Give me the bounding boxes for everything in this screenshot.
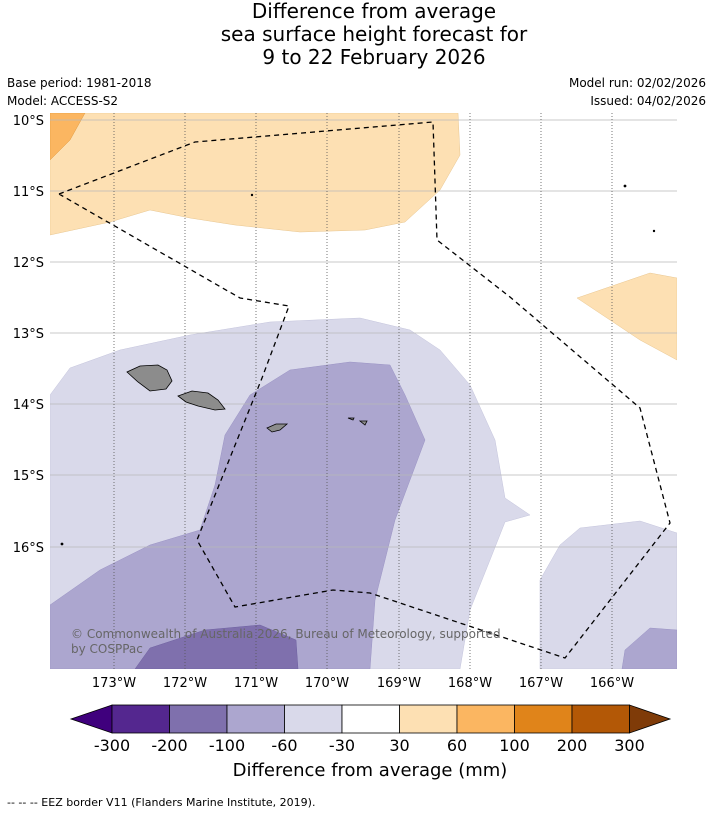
island-savaii [126,364,173,392]
lat-label-16s: 16°S [13,541,44,556]
lat-label-13s: 13°S [13,327,44,342]
island-tutuila [266,423,289,433]
eez-samoa [58,121,671,659]
contour-minus100-minus200 [134,624,299,669]
lon-label-172w: 172°W [163,676,207,691]
lat-label-14s: 14°S [13,398,44,413]
colorbar-bin-5 [399,704,458,734]
colorbar-tick-1: -200 [151,736,187,755]
map-title: Difference from average sea surface heig… [0,0,713,69]
title-line-2: sea surface height forecast for [220,22,528,46]
copyright-line-2: by COSPPac [71,642,143,656]
eez-borders [58,121,671,659]
contour-minus60-minus100-southeast [621,627,677,669]
colorbar-bin-3 [284,704,343,734]
island-ofu [347,417,355,421]
colorbar-tick-7: 100 [499,736,530,755]
colorbar-arrow-high [629,704,672,734]
lon-label-173w: 173°W [92,676,136,691]
map-area: © Commonwealth of Australia 2026, Bureau… [50,113,677,669]
islet-4 [60,542,64,546]
colorbar-arrow-low [69,704,113,734]
lat-label-12s: 12°S [13,256,44,271]
lat-label-10s: 10°S [13,114,44,129]
colorbar-bin-7 [514,704,573,734]
eez-footnote: -- -- -- EEZ border V11 (Flanders Marine… [7,796,316,809]
colorbar-bin-0 [111,704,170,734]
colorbar-bin-2 [226,704,285,734]
islet-1 [250,193,254,197]
title-line-1: Difference from average [251,0,497,23]
model-run: Model run: 02/02/2026 [568,76,706,90]
contour-minus60-minus100-center [50,361,426,669]
lon-labels: 173°W 172°W 171°W 170°W 169°W 168°W 167°… [92,676,634,691]
copyright-line-1: © Commonwealth of Australia 2026, Bureau… [71,627,501,641]
issued-date: Issued: 04/02/2026 [590,94,706,108]
lon-label-166w: 166°W [590,676,634,691]
lon-label-168w: 168°W [448,676,492,691]
colorbar-tick-0: -300 [94,736,130,755]
colorbar-title: Difference from average (mm) [232,760,508,781]
lat-label-15s: 15°S [13,469,44,484]
meta-left: Base period: 1981-2018 Model: ACCESS-S2 [7,74,152,110]
colorbar-tick-6: 60 [447,736,467,755]
colorbar-bin-6 [456,704,515,734]
islet-2 [623,184,627,188]
lon-label-169w: 169°W [377,676,421,691]
colorbar-tick-5: 30 [389,736,409,755]
islet-3 [652,229,656,233]
lat-gridlines [50,119,677,548]
lon-label-171w: 171°W [234,676,278,691]
colorbar-tick-4: -30 [329,736,355,755]
island-upolu [177,390,226,411]
lat-label-11s: 11°S [13,185,44,200]
colorbar-bin-8 [571,704,630,734]
colorbar-bin-4 [341,704,400,734]
base-period: Base period: 1981-2018 [7,76,152,90]
meta-right: Model run: 02/02/2026 Issued: 04/02/2026 [569,74,706,110]
lon-label-170w: 170°W [305,676,349,691]
model-name: Model: ACCESS-S2 [7,94,119,108]
islands [60,184,656,546]
lat-labels: 10°S 11°S 12°S 13°S 14°S 15°S 16°S [13,114,44,556]
colorbar-tick-8: 200 [557,736,588,755]
colorbar: -300 -200 -100 -60 -30 30 60 100 200 300 [69,704,672,755]
island-tau [358,420,368,426]
colorbar-tick-2: -100 [209,736,245,755]
title-line-3: 9 to 22 February 2026 [262,45,486,69]
contour-30-60-north [50,113,461,236]
colorbar-bin-1 [169,704,228,734]
contour-60-100-corner [50,113,86,161]
colorbar-tick-3: -60 [271,736,297,755]
colorbar-tick-9: 300 [614,736,645,755]
lon-label-167w: 167°W [519,676,563,691]
